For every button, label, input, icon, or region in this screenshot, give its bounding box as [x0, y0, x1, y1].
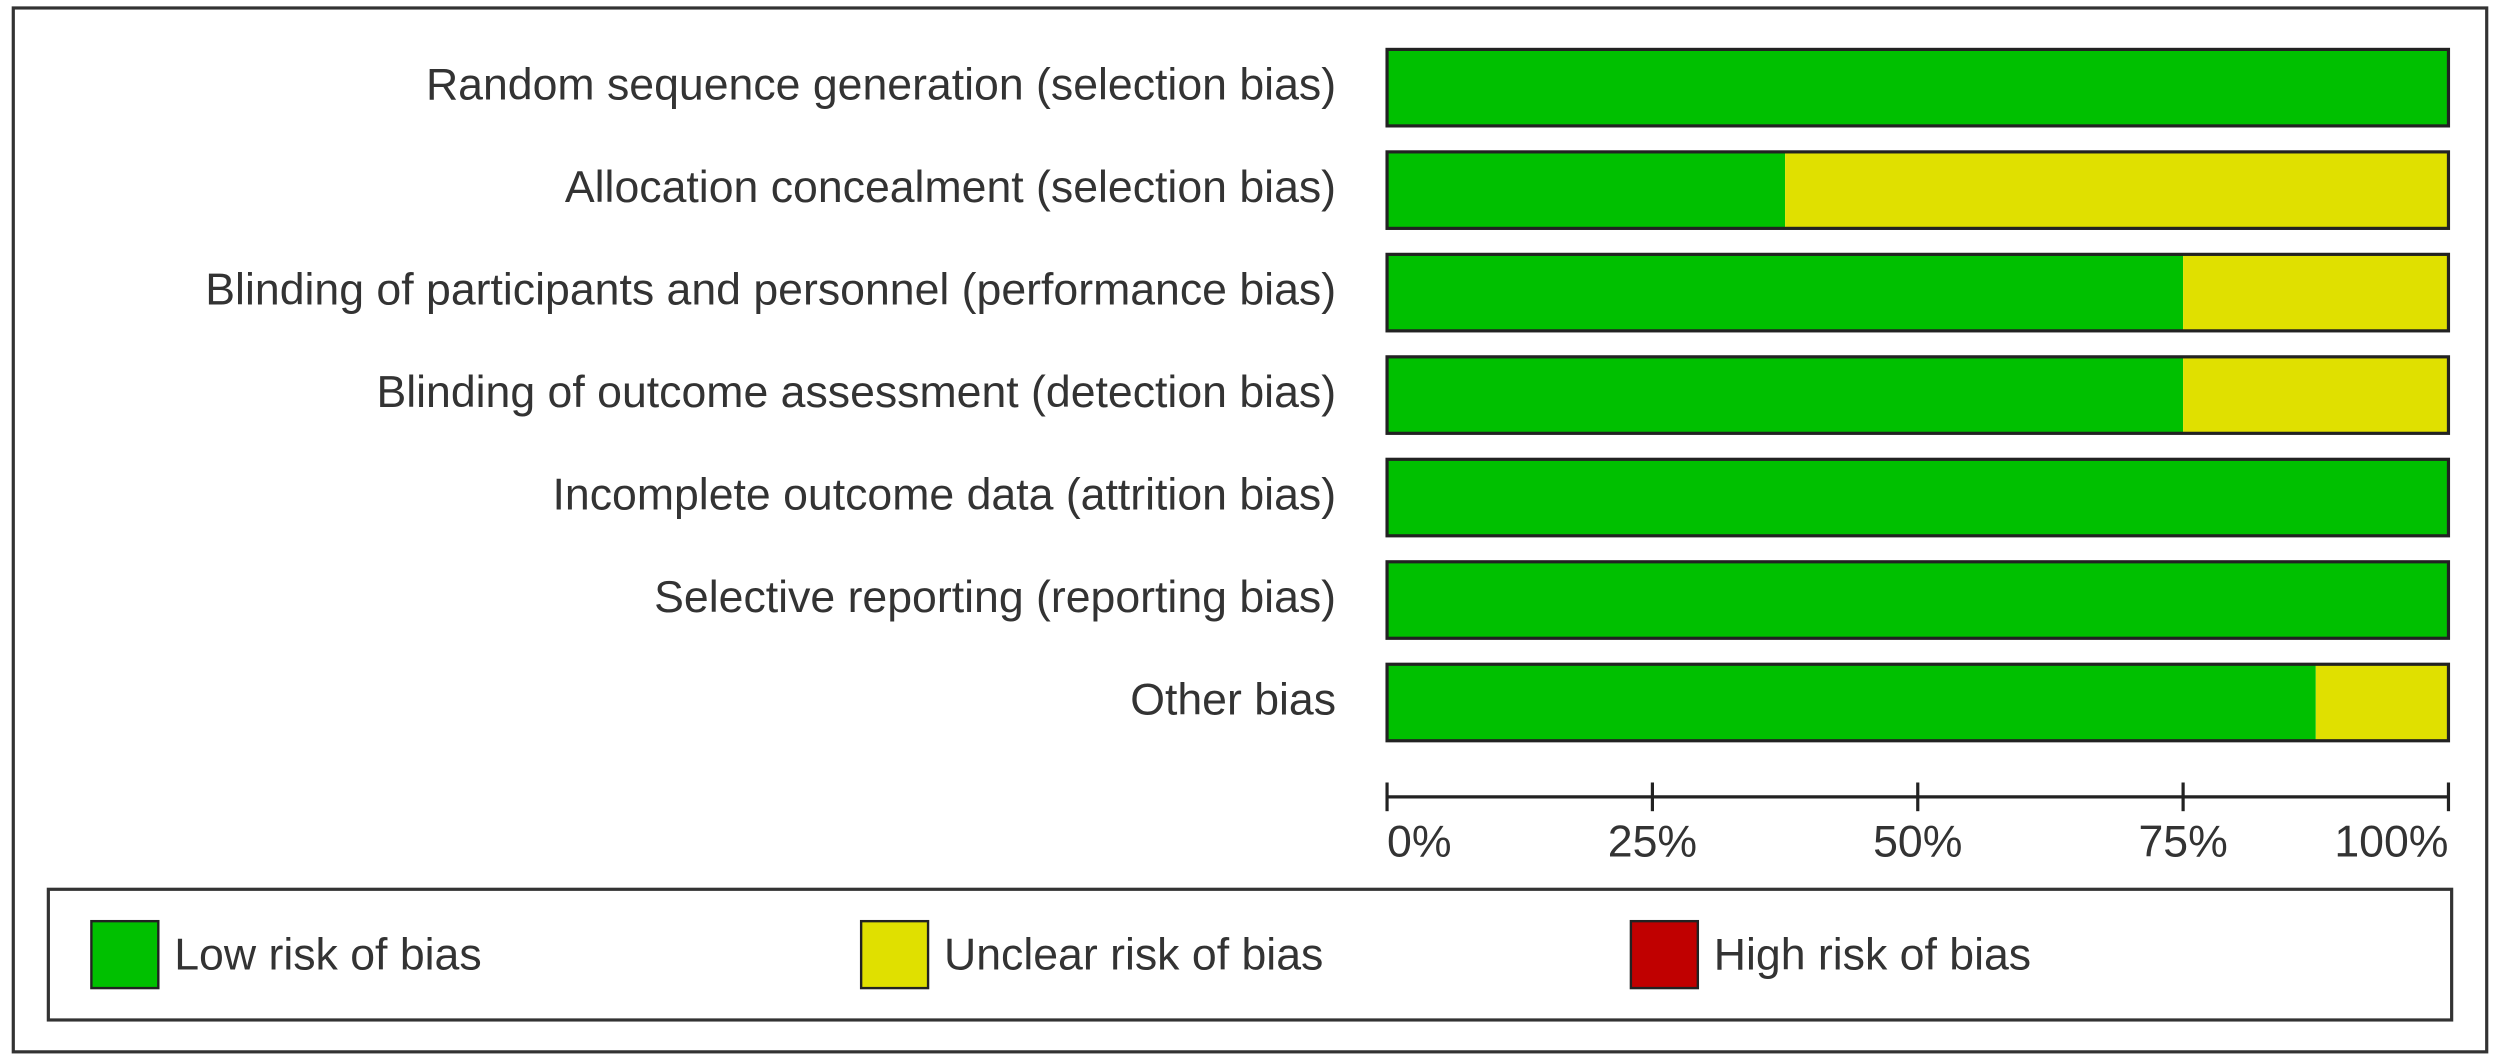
x-tick-label: 50% — [1873, 817, 1962, 866]
x-tick-label: 75% — [2138, 817, 2227, 866]
bar-segment — [1387, 254, 2184, 331]
legend-swatch — [859, 919, 930, 990]
bar-segment — [1387, 664, 2316, 741]
category-label: Blinding of outcome assessment (detectio… — [376, 368, 1336, 417]
x-tick-label: 0% — [1387, 817, 1451, 866]
category-label: Random sequence generation (selection bi… — [426, 60, 1336, 109]
bar-outline — [1385, 252, 2451, 333]
bar-segment — [1387, 356, 2184, 434]
legend-label: Unclear risk of bias — [944, 931, 1323, 980]
bar-outline — [1385, 47, 2451, 128]
category-label: Other bias — [1130, 675, 1336, 724]
bar-segment — [1785, 151, 2449, 229]
bar-segment — [1387, 459, 2449, 536]
bar-segment — [2183, 356, 2449, 434]
category-label: Blinding of participants and personnel (… — [205, 265, 1336, 314]
legend-swatch — [90, 919, 160, 990]
category-label: Incomplete outcome data (attrition bias) — [553, 470, 1337, 519]
category-label: Allocation concealment (selection bias) — [565, 163, 1336, 212]
bar-outline — [1385, 662, 2451, 743]
bar-segment — [1387, 561, 2449, 639]
legend-swatch — [1629, 919, 1700, 990]
x-tick-label: 25% — [1608, 817, 1697, 866]
bar-segment — [1387, 49, 2449, 126]
bar-segment — [1387, 151, 1786, 229]
bar-segment — [2315, 664, 2449, 741]
bar-segment — [2183, 254, 2449, 331]
bar-outline — [1385, 355, 2451, 435]
bar-outline — [1385, 457, 2451, 538]
bar-outline — [1385, 560, 2451, 640]
legend-label: Low risk of bias — [174, 931, 481, 980]
legend-label: High risk of bias — [1714, 931, 2031, 980]
category-label: Selective reporting (reporting bias) — [654, 573, 1336, 622]
x-tick-label: 100% — [2334, 817, 2448, 866]
legend-box — [46, 887, 2454, 1022]
bar-outline — [1385, 150, 2451, 230]
